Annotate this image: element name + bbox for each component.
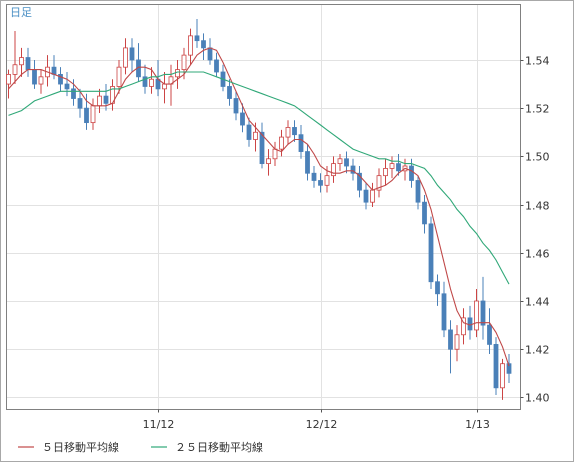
candle-body-down: [241, 113, 245, 125]
y-tick-label: 1.50: [525, 151, 550, 164]
candle-body-down: [488, 325, 492, 344]
candle-body-up: [117, 67, 121, 86]
candle-body-down: [397, 164, 401, 171]
candle-body-down: [104, 96, 108, 103]
candle-body-down: [423, 202, 427, 224]
candle-body-up: [267, 159, 271, 164]
x-tick-label: 11/12: [143, 418, 175, 431]
candle-body-down: [208, 48, 212, 60]
candle-body-down: [202, 41, 206, 48]
candle-body-up: [286, 127, 290, 137]
candle-body-up: [338, 159, 342, 164]
candle-body-down: [436, 282, 440, 294]
candle-body-up: [273, 149, 277, 159]
candle-body-up: [176, 70, 180, 77]
legend-label-ma25: ２５日移動平均線: [175, 440, 263, 454]
candle-body-up: [189, 36, 193, 55]
candle: [429, 217, 433, 289]
candle-body-up: [91, 106, 95, 123]
x-tick-label: 1/13: [465, 418, 490, 431]
candle-body-down: [416, 180, 420, 202]
candle-body-up: [13, 65, 17, 75]
candle-body-down: [299, 135, 303, 152]
candle-body-up: [280, 137, 284, 149]
candle-body-down: [215, 60, 219, 72]
candle-body-up: [325, 176, 329, 186]
candle-body-down: [26, 58, 30, 70]
candle-body-up: [475, 301, 479, 330]
candle-body-up: [7, 74, 11, 84]
candle-body-up: [384, 168, 388, 175]
candle-body-up: [455, 335, 459, 349]
candle-body-down: [312, 173, 316, 180]
candle-body-up: [163, 84, 167, 89]
candle-body-down: [345, 159, 349, 166]
candle-body-down: [449, 330, 453, 349]
candle-body-down: [72, 89, 76, 99]
candle-body-up: [182, 55, 186, 69]
legend-label-ma5: ５日移動平均線: [42, 440, 119, 454]
y-tick-label: 1.46: [525, 248, 550, 261]
candle-body-down: [65, 84, 69, 89]
candle-body-up: [254, 132, 258, 139]
candle-body-up: [98, 96, 102, 106]
candle-body-down: [410, 166, 414, 180]
x-tick-label: 12/12: [306, 418, 338, 431]
y-tick-label: 1.44: [525, 296, 550, 309]
candle-body-down: [306, 152, 310, 174]
candle-body-down: [319, 180, 323, 185]
candle-body-up: [39, 77, 43, 84]
candle-body-down: [364, 190, 368, 202]
candle-body-up: [390, 164, 394, 169]
candle-body-down: [442, 294, 446, 330]
candle-body-down: [195, 36, 199, 41]
candle-body-down: [494, 344, 498, 387]
y-tick-label: 1.52: [525, 103, 550, 116]
candle-body-down: [85, 108, 89, 122]
candle-body-down: [130, 48, 134, 60]
candle-body-up: [20, 58, 24, 65]
candle-body-up: [501, 364, 505, 388]
y-tick-label: 1.42: [525, 344, 550, 357]
candle-body-up: [371, 190, 375, 202]
candle-body-up: [124, 48, 128, 67]
candle-body-down: [481, 301, 485, 325]
candle-body-down: [468, 318, 472, 330]
candle-body-down: [78, 99, 82, 109]
candle-body-down: [234, 99, 238, 113]
candle-body-down: [429, 224, 433, 282]
candle-body-up: [150, 79, 154, 86]
candle: [494, 337, 498, 395]
y-tick-label: 1.48: [525, 200, 550, 213]
period-label: 日足: [10, 6, 32, 19]
candle-body-down: [228, 86, 232, 98]
y-tick-label: 1.40: [525, 392, 550, 405]
candle-body-down: [247, 125, 251, 139]
candle-body-up: [332, 164, 336, 176]
candle-body-down: [33, 70, 37, 84]
y-tick-label: 1.54: [525, 55, 550, 68]
candle-body-down: [293, 127, 297, 134]
